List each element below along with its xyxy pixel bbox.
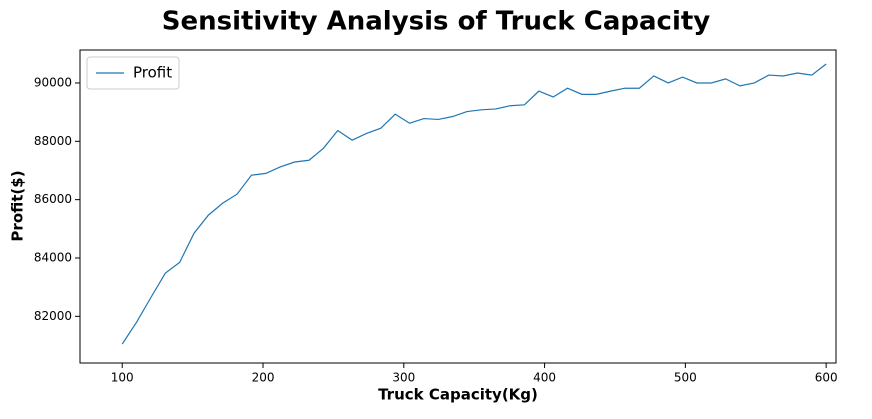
chart-title: Sensitivity Analysis of Truck Capacity	[162, 7, 711, 37]
y-tick-label: 90000	[34, 75, 72, 89]
x-tick-label: 300	[392, 371, 415, 385]
legend-box	[86, 56, 180, 90]
x-tick-label: 600	[815, 371, 838, 385]
y-tick-label: 84000	[34, 250, 72, 264]
data-line	[121, 63, 827, 345]
x-tick-label: 500	[674, 371, 697, 385]
x-axis-label: Truck Capacity(Kg)	[378, 386, 538, 404]
x-tick-label: 200	[252, 371, 275, 385]
x-tick-label: 100	[111, 371, 134, 385]
y-tick-label: 88000	[34, 134, 72, 148]
y-axis-label: Profit($)	[9, 170, 27, 241]
y-tick-label: 82000	[34, 309, 72, 323]
x-tick-label: 400	[533, 371, 556, 385]
plot-frame	[79, 49, 837, 364]
y-tick-label: 86000	[34, 192, 72, 206]
legend-label: Profit	[133, 64, 172, 82]
